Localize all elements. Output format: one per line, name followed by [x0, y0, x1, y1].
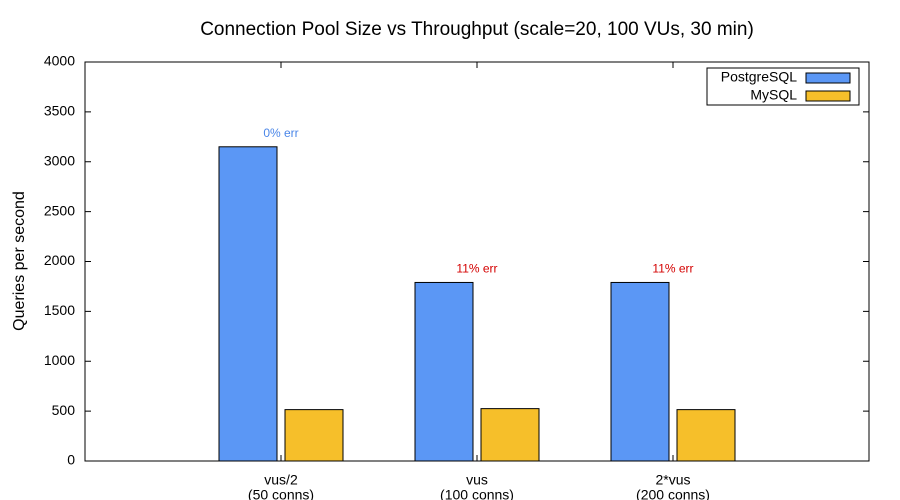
annotation: 11% err	[456, 262, 497, 276]
y-tick-label: 2500	[44, 202, 75, 218]
legend-swatch	[805, 72, 851, 84]
x-tick-label: vus	[466, 472, 488, 488]
x-tick-note: (100 conns)	[440, 487, 514, 500]
y-tick-label: 500	[52, 402, 76, 418]
y-tick-label: 4000	[44, 53, 75, 69]
y-tick-label: 3000	[44, 152, 75, 168]
y-tick-label: 2000	[44, 252, 75, 268]
bar	[218, 146, 278, 462]
bar	[284, 409, 344, 462]
bar	[676, 409, 736, 462]
y-tick-label: 1500	[44, 302, 75, 318]
x-tick-label: 2*vus	[655, 472, 690, 488]
x-tick-note: (200 conns)	[636, 487, 710, 500]
bar	[480, 408, 540, 462]
chart-title: Connection Pool Size vs Throughput (scal…	[200, 19, 754, 40]
bar	[610, 281, 670, 462]
annotation: 11% err	[652, 262, 693, 276]
y-tick-label: 1000	[44, 352, 75, 368]
x-tick-label: vus/2	[264, 472, 298, 488]
y-tick-label: 0	[67, 452, 75, 468]
annotation: 0% err	[263, 126, 298, 140]
legend-label: MySQL	[750, 87, 797, 103]
y-tick-label: 3500	[44, 103, 75, 119]
y-axis-label: Queries per second	[11, 191, 28, 331]
bar	[414, 281, 474, 462]
legend-swatch	[805, 90, 851, 102]
x-tick-note: (50 conns)	[248, 487, 314, 500]
legend-label: PostgreSQL	[721, 69, 797, 85]
